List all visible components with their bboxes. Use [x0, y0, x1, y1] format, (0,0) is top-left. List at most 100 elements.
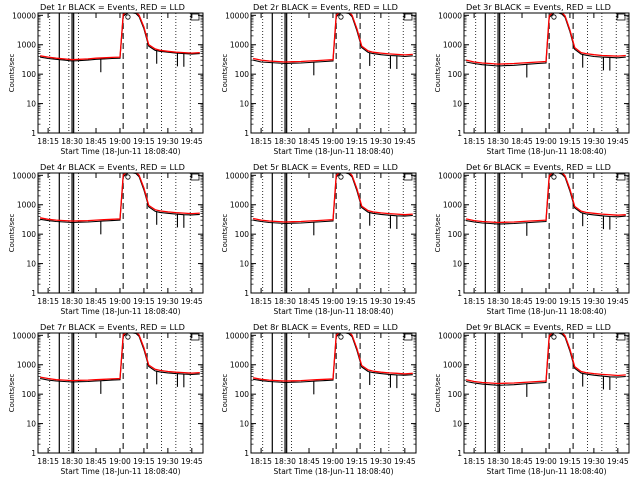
plot-area — [252, 173, 413, 236]
x-tick-label: 18:30 — [61, 137, 83, 146]
saturation-marker — [338, 174, 344, 180]
x-tick-label: 18:45 — [85, 457, 107, 466]
panel-title: Det 2r BLACK = Events, RED = LLD — [253, 2, 398, 12]
events-series-line — [39, 333, 200, 383]
plot-frame — [37, 12, 204, 134]
x-axis-label: Start Time (18-Jun-11 18:08:40) — [61, 147, 181, 156]
events-series-line — [465, 333, 626, 386]
lld-series-line — [39, 333, 200, 382]
x-tick-label: 19:45 — [181, 457, 203, 466]
plot-area — [39, 173, 200, 235]
y-tick-label: 1000 — [443, 201, 462, 210]
x-tick-label: 19:45 — [181, 297, 203, 306]
y-tick-label: 100 — [448, 230, 463, 239]
y-tick-label: 1 — [244, 129, 249, 138]
x-tick-label: 18:15 — [250, 137, 272, 146]
x-tick-label: 18:45 — [511, 297, 533, 306]
plot-area — [39, 13, 200, 73]
y-axis-label: Counts/sec — [8, 214, 16, 253]
y-tick-label: 10 — [239, 260, 249, 269]
lld-series-line — [252, 333, 413, 382]
y-tick-label: 10000 — [12, 171, 36, 180]
lld-series-line — [465, 13, 626, 65]
x-tick-label: 19:30 — [157, 457, 179, 466]
events-series-line — [253, 173, 413, 225]
y-tick-label: 100 — [235, 70, 250, 79]
y-tick-label: 1000 — [17, 201, 36, 210]
plot-frame — [463, 12, 630, 134]
x-tick-label: 19:00 — [109, 297, 131, 306]
y-tick-label: 1 — [244, 289, 249, 298]
panel-title: Det 7r BLACK = Events, RED = LLD — [40, 322, 185, 332]
panel-title: Det 4r BLACK = Events, RED = LLD — [40, 162, 185, 172]
x-tick-label: 18:15 — [250, 297, 272, 306]
events-series-line — [40, 13, 200, 62]
x-tick-label: 19:30 — [157, 137, 179, 146]
x-tick-label: 18:30 — [274, 297, 296, 306]
detector-panel-3: 1 10 100 1000 10000 18:15 18:30 18:45 19:00 19:15… — [434, 2, 630, 156]
detector-panel-9: 1 10 100 1000 10000 18:15 18:30 18:45 19:00 19:15… — [434, 322, 630, 476]
x-tick-label: 18:15 — [463, 137, 485, 146]
corner-marker — [190, 333, 200, 341]
panel-title: Det 9r BLACK = Events, RED = LLD — [466, 322, 611, 332]
y-tick-label: 1000 — [443, 361, 462, 370]
y-axis-label: Counts/sec — [434, 54, 442, 93]
y-tick-label: 1000 — [17, 361, 36, 370]
x-tick-label: 19:15 — [559, 457, 581, 466]
y-axis-label: Counts/sec — [8, 54, 16, 93]
y-tick-label: 10 — [239, 100, 249, 109]
x-axis-label: Start Time (18-Jun-11 18:08:40) — [61, 467, 181, 476]
x-tick-label: 18:15 — [37, 457, 59, 466]
x-tick-label: 18:45 — [298, 297, 320, 306]
y-axis-label: Counts/sec — [221, 54, 229, 93]
lld-series-line — [39, 13, 200, 61]
plot-area — [252, 333, 413, 395]
saturation-marker — [125, 14, 131, 20]
plot-area — [465, 333, 626, 397]
corner-marker — [616, 13, 626, 21]
plot-frame — [463, 172, 630, 294]
saturation-marker — [338, 334, 344, 340]
y-tick-label: 10000 — [225, 331, 249, 340]
x-tick-label: 19:45 — [394, 457, 416, 466]
y-tick-label: 1 — [457, 449, 462, 458]
x-tick-label: 19:30 — [583, 137, 605, 146]
x-tick-label: 19:45 — [181, 137, 203, 146]
x-tick-label: 18:45 — [511, 457, 533, 466]
y-tick-label: 10000 — [12, 11, 36, 20]
panel-title: Det 3r BLACK = Events, RED = LLD — [466, 2, 611, 12]
y-tick-label: 100 — [22, 390, 37, 399]
y-tick-label: 10 — [26, 260, 36, 269]
x-tick-label: 18:15 — [463, 297, 485, 306]
x-tick-label: 19:15 — [133, 137, 155, 146]
plot-area — [252, 13, 413, 76]
y-tick-label: 100 — [448, 390, 463, 399]
detector-panel-8: 1 10 100 1000 10000 18:15 18:30 18:45 19:00 19:15… — [221, 322, 417, 476]
y-tick-label: 10000 — [438, 331, 462, 340]
y-tick-label: 1000 — [17, 41, 36, 50]
y-tick-label: 10 — [452, 420, 462, 429]
x-tick-label: 19:00 — [322, 297, 344, 306]
x-tick-label: 18:30 — [274, 137, 296, 146]
x-tick-label: 18:15 — [37, 137, 59, 146]
detector-panel-7: 1 10 100 1000 10000 18:15 18:30 18:45 19:00 19:15… — [8, 322, 204, 476]
x-tick-label: 19:00 — [535, 137, 557, 146]
y-tick-label: 100 — [22, 230, 37, 239]
x-tick-label: 18:45 — [298, 457, 320, 466]
x-tick-label: 19:45 — [394, 137, 416, 146]
x-axis-label: Start Time (18-Jun-11 18:08:40) — [274, 467, 394, 476]
x-tick-label: 19:00 — [109, 457, 131, 466]
x-tick-label: 18:30 — [274, 457, 296, 466]
y-tick-label: 1 — [31, 129, 36, 138]
y-tick-label: 10 — [239, 420, 249, 429]
panel-title: Det 6r BLACK = Events, RED = LLD — [466, 162, 611, 172]
corner-marker — [403, 173, 413, 181]
lld-series-line — [252, 173, 413, 223]
x-tick-label: 18:30 — [487, 297, 509, 306]
y-tick-label: 1 — [244, 449, 249, 458]
x-tick-label: 19:00 — [535, 297, 557, 306]
saturation-marker — [125, 334, 131, 340]
events-series-line — [465, 13, 626, 67]
y-tick-label: 10 — [452, 260, 462, 269]
